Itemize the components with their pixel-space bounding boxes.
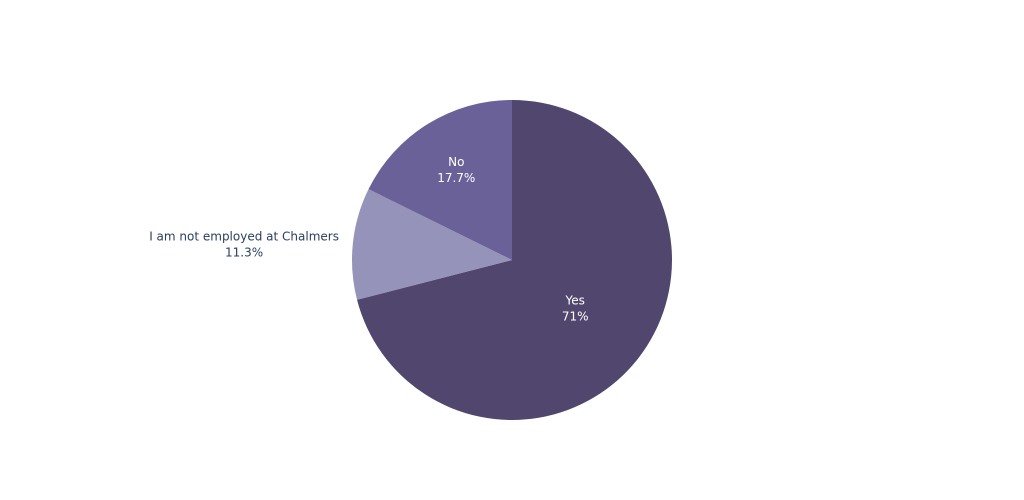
slice-label: Yes	[565, 294, 585, 308]
pie-slice	[368, 100, 512, 260]
slice-label: No	[448, 155, 464, 169]
slice-label: I am not employed at Chalmers	[149, 229, 339, 243]
slice-value-label: 17.7%	[437, 171, 475, 185]
pie-slice	[352, 189, 512, 300]
pie-slice	[357, 100, 673, 421]
slice-value-label: 11.3%	[225, 245, 263, 259]
slice-value-label: 71%	[562, 310, 589, 324]
